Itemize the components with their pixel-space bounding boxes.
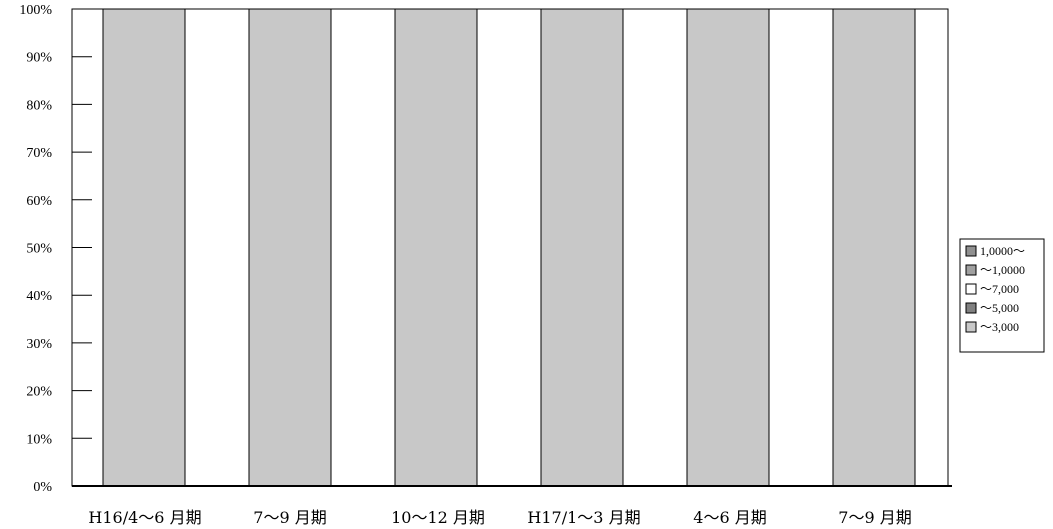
x-tick-label: 7～9 月期: [838, 508, 911, 527]
y-axis: 0% 10% 20% 30% 40% 50% 60% 70% 80% 90% 100%: [19, 3, 92, 495]
legend-swatch: [965, 245, 977, 257]
x-tick-label: 7～9 月期: [253, 508, 326, 527]
x-tick-label: 4～6 月期: [693, 508, 766, 527]
y-tick-label: 10%: [26, 432, 52, 447]
y-tick-label: 60%: [26, 194, 52, 209]
plot-frame: [71, 8, 949, 487]
legend-swatch: [965, 264, 977, 276]
y-tick-label: 90%: [26, 51, 52, 66]
bar-segment: [832, 8, 916, 487]
legend-entry: ～5,000: [980, 301, 1019, 315]
bar-segment: [248, 8, 332, 487]
y-tick-label: 0%: [33, 480, 52, 495]
y-tick-label: 50%: [26, 242, 52, 257]
x-tick-label: H17/1～3 月期: [527, 508, 640, 527]
plot-area: [71, 8, 949, 487]
legend-box: [959, 238, 1045, 353]
y-tick-label: 70%: [26, 146, 52, 161]
y-tick-label: 30%: [26, 337, 52, 352]
x-tick-label: H16/4～6 月期: [88, 508, 201, 527]
bar-segment: [540, 8, 624, 487]
legend-entry: ～7,000: [980, 282, 1019, 296]
legend-swatch: [965, 321, 977, 333]
y-tick-label: 20%: [26, 385, 52, 400]
legend-entry: ～3,000: [980, 320, 1019, 334]
y-tick-label: 100%: [19, 3, 52, 18]
x-tick-label: 10～12 月期: [391, 508, 485, 527]
legend-entry: 1,0000～: [980, 244, 1025, 258]
legend-entry: ～1,0000: [980, 263, 1025, 277]
bar-segment: [686, 8, 770, 487]
x-axis: H16/4～6 月期 7～9 月期 10～12 月期 H17/1～3 月期 4～6 月期…: [72, 485, 952, 527]
bar-segment: [394, 8, 478, 487]
legend: 1,0000～ ～1,0000 ～7,000 ～5,000 ～3,000: [959, 238, 1045, 353]
y-tick-label: 80%: [26, 98, 52, 113]
y-tick-label: 40%: [26, 289, 52, 304]
legend-swatch: [965, 283, 977, 295]
legend-swatch: [965, 302, 977, 314]
bar-segment: [102, 8, 186, 487]
